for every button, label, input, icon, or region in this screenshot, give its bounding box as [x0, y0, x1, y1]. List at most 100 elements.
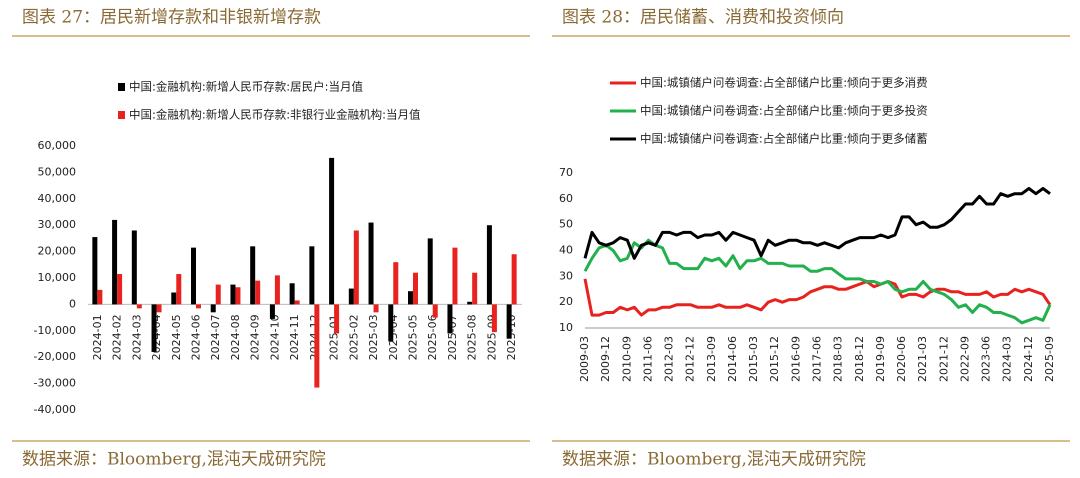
bar	[393, 262, 399, 305]
bar	[472, 272, 478, 305]
legend-label: 中国:金融机构:新增人民币存款:非银行业金融机构:当月值	[129, 108, 421, 122]
x-tick-label: 2019-09	[874, 336, 887, 382]
x-tick-label: 2022-09	[958, 336, 971, 382]
x-tick-label: 2024-09	[249, 314, 262, 360]
bar	[329, 157, 335, 305]
legend-label: 中国:城镇储户问卷调查:占全部储户比重:倾向于更多消费	[640, 76, 928, 90]
x-tick-label: 2009-03	[578, 336, 591, 382]
x-tick-label: 2024-05	[170, 314, 183, 360]
y-tick-label: 20,000	[38, 245, 77, 258]
y-tick-label: -40,000	[34, 403, 76, 416]
y-tick-label: 50	[559, 218, 573, 231]
x-tick-label: 2024-07	[209, 314, 222, 360]
bar	[388, 304, 394, 342]
x-tick-label: 2025-02	[347, 314, 360, 360]
bar	[294, 300, 300, 305]
y-tick-label: 0	[69, 297, 76, 310]
bar	[151, 304, 157, 352]
x-tick-label: 2018-12	[853, 336, 866, 382]
x-tick-label: 2025-03	[367, 314, 380, 360]
bar	[506, 304, 512, 339]
bar	[210, 304, 216, 313]
x-tick-label: 2024-01	[91, 314, 104, 360]
bar	[491, 304, 497, 333]
y-tick-label: 40	[559, 244, 573, 257]
x-tick-label: 2024-02	[111, 314, 124, 360]
x-tick-label: 2024-11	[288, 314, 301, 360]
x-tick-label: 2025-05	[407, 314, 420, 360]
bar	[131, 230, 137, 305]
x-tick-label: 2016-09	[789, 336, 802, 382]
x-tick-label: 2012-03	[663, 336, 676, 382]
x-tick-label: 2024-03	[130, 314, 143, 360]
x-tick-label: 2009-12	[599, 336, 612, 382]
bar	[136, 304, 142, 309]
y-tick-label: 60	[559, 192, 573, 205]
x-tick-label: 2015-12	[768, 336, 781, 382]
bar	[112, 219, 118, 305]
x-tick-label: 2021-12	[937, 336, 950, 382]
x-tick-label: 2024-08	[229, 314, 242, 360]
bar	[230, 284, 236, 305]
bar	[467, 301, 473, 305]
bar	[511, 254, 517, 305]
bar	[432, 304, 438, 318]
bar	[309, 246, 315, 305]
x-tick-label: 2012-12	[684, 336, 697, 382]
bar	[235, 287, 241, 305]
line-series	[583, 278, 1052, 317]
bar	[156, 304, 162, 313]
bar	[447, 304, 453, 334]
bar	[92, 237, 98, 305]
source-note: 数据来源：Bloomberg,混沌天成研究院	[22, 450, 326, 470]
bar	[117, 274, 123, 305]
y-tick-label: 20	[559, 295, 573, 308]
y-tick-label: 60,000	[38, 139, 77, 152]
bar	[334, 304, 340, 334]
x-tick-label: 2013-09	[705, 336, 718, 382]
x-tick-label: 2025-09	[1043, 336, 1056, 382]
bar	[452, 247, 458, 305]
x-tick-label: 2023-06	[980, 336, 993, 382]
y-tick-label: 30,000	[38, 218, 77, 231]
bar	[314, 304, 320, 388]
bar	[408, 291, 413, 305]
y-tick-label: 30	[559, 269, 573, 282]
x-tick-label: 2025-06	[426, 314, 439, 360]
bar	[196, 304, 201, 309]
legend-label: 中国:城镇储户问卷调查:占全部储户比重:倾向于更多储蓄	[640, 132, 928, 146]
x-tick-label: 2020-06	[895, 336, 908, 382]
bar	[191, 247, 196, 305]
x-tick-label: 2024-10	[268, 314, 281, 360]
bar	[413, 272, 418, 305]
source-note: 数据来源：Bloomberg,混沌天成研究院	[562, 450, 866, 470]
x-tick-label: 2021-03	[916, 336, 929, 382]
bar	[176, 274, 182, 305]
x-tick-label: 2025-08	[466, 314, 479, 360]
y-tick-label: 70	[559, 166, 573, 179]
x-tick-label: 2024-03	[1001, 336, 1014, 382]
x-tick-label: 2024-12	[1022, 336, 1035, 382]
legend-swatch	[118, 83, 125, 91]
bar	[289, 283, 295, 305]
line-series	[583, 187, 1051, 260]
x-tick-label: 2010-09	[620, 336, 633, 382]
bar	[255, 280, 261, 305]
y-tick-label: -20,000	[34, 350, 76, 363]
x-tick-label: 2015-03	[747, 336, 760, 382]
y-tick-label: 50,000	[38, 165, 77, 178]
x-tick-label: 2018-03	[832, 336, 845, 382]
x-tick-label: 2014-06	[726, 336, 739, 382]
legend-label: 中国:城镇储户问卷调查:占全部储户比重:倾向于更多投资	[640, 104, 928, 118]
y-tick-label: 10,000	[38, 271, 77, 284]
bar	[215, 284, 221, 305]
line-series	[583, 238, 1052, 325]
bar	[171, 292, 177, 305]
bar	[348, 288, 354, 305]
bar	[269, 304, 275, 319]
chart-title: 图表 28：居民储蓄、消费和投资倾向	[562, 8, 844, 28]
bar	[250, 246, 256, 305]
chart-title: 图表 27：居民新增存款和非银新增存款	[22, 8, 321, 28]
y-tick-label: -10,000	[34, 324, 76, 337]
